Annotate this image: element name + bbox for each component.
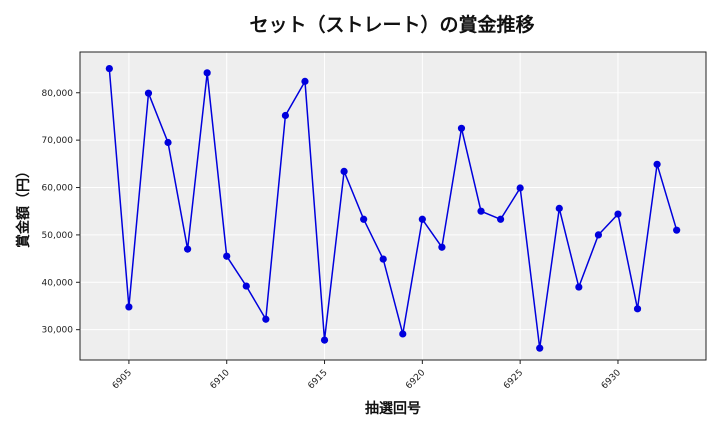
x-axis-label: 抽選回号 (365, 400, 421, 417)
data-point-marker (340, 167, 348, 176)
x-tick-label: 6905 (111, 368, 134, 391)
data-point-marker (673, 226, 681, 234)
data-point-marker (164, 138, 172, 147)
data-point-marker (105, 64, 113, 73)
y-tick-label: 30,000 (42, 326, 74, 336)
data-point-marker (477, 207, 485, 215)
x-axis-ticks: 6905 6910 6915 6920 6925 6930 (111, 360, 623, 391)
y-tick-label: 50,000 (42, 231, 74, 241)
data-point-marker (125, 303, 133, 311)
y-tick-label: 60,000 (42, 184, 74, 194)
data-point-marker (438, 243, 446, 251)
y-tick-label: 70,000 (42, 136, 74, 146)
data-point-marker (575, 283, 583, 291)
data-point-marker (418, 215, 426, 223)
y-tick-label: 40,000 (42, 278, 74, 288)
data-point-marker (242, 282, 250, 290)
data-point-marker (399, 330, 407, 338)
data-point-marker (536, 344, 544, 352)
data-series (105, 64, 681, 352)
y-tick-label: 80,000 (42, 89, 74, 99)
x-tick-label: 6910 (209, 368, 232, 391)
x-tick-label: 6925 (502, 368, 525, 391)
data-point-marker (301, 77, 309, 85)
plot-area (80, 52, 706, 360)
data-point-marker (223, 252, 231, 260)
data-point-marker (614, 210, 622, 218)
x-tick-label: 6920 (404, 368, 427, 391)
data-point-marker (496, 215, 505, 223)
data-point-marker (594, 231, 603, 239)
data-point-marker (555, 204, 563, 212)
chart-title: セット（ストレート）の賞金推移 (249, 14, 535, 36)
y-axis-ticks: 30,000 40,000 50,000 60,000 70,000 80,000 (42, 89, 80, 336)
x-tick-label: 6915 (306, 368, 329, 391)
data-point-marker (183, 245, 192, 253)
series-line (108, 68, 678, 349)
data-point-marker (516, 184, 524, 192)
x-tick-label: 6930 (600, 368, 623, 391)
y-axis-label: 賞金額（円） (15, 164, 32, 248)
data-point-marker (320, 336, 329, 344)
data-point-marker (653, 160, 661, 168)
data-point-marker (144, 89, 153, 97)
data-point-marker (281, 111, 290, 120)
data-point-marker (262, 315, 270, 323)
data-point-marker (379, 255, 387, 263)
data-point-marker (633, 305, 642, 313)
data-point-marker (360, 215, 368, 223)
data-point-marker (457, 124, 466, 132)
plot-frame (79, 51, 707, 361)
data-point-marker (203, 69, 211, 77)
